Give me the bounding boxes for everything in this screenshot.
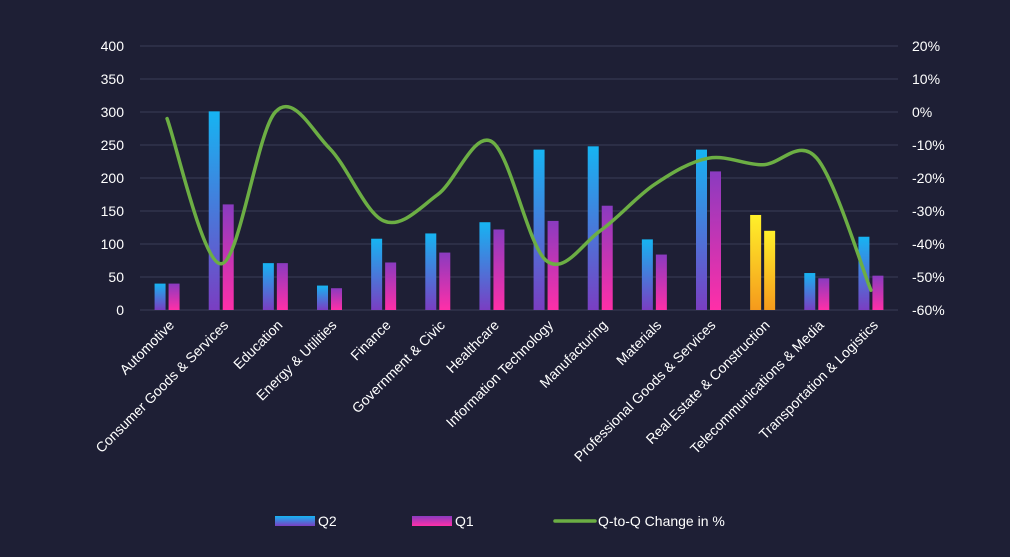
right-y-axis: -60% -50% -40% -30% -20% -10% 0% 10% 20%: [912, 38, 945, 318]
bar-q1: [331, 288, 342, 310]
category-label: Information Technology: [443, 317, 556, 430]
change-point: [490, 140, 494, 144]
right-tick-label: 0%: [912, 104, 932, 120]
change-point: [219, 262, 223, 266]
legend-label: Q1: [455, 513, 474, 529]
left-tick-label: 50: [108, 269, 124, 285]
bar-q1: [655, 254, 667, 310]
legend-label: Q-to-Q Change in %: [598, 513, 725, 529]
change-point: [273, 110, 277, 114]
left-tick-label: 0: [116, 302, 124, 318]
bar-q2: [425, 233, 437, 310]
change-point: [328, 146, 331, 150]
legend-label: Q2: [318, 513, 337, 529]
change-point: [598, 229, 602, 233]
right-tick-label: -60%: [912, 302, 945, 318]
right-tick-label: -10%: [912, 137, 945, 153]
bar-q2: [533, 149, 545, 310]
bar-q2: [641, 239, 653, 310]
legend-bar-swatch: [412, 516, 452, 526]
right-tick-label: -40%: [912, 236, 945, 252]
legend: Q2 Q1 Q-to-Q Change in %: [275, 513, 725, 529]
bar-q2: [804, 273, 816, 310]
left-tick-label: 150: [101, 203, 125, 219]
change-point: [652, 183, 656, 187]
bar-q2: [317, 285, 328, 310]
bar-q1: [818, 278, 830, 310]
category-label: Finance: [347, 317, 394, 364]
bar-q1: [439, 252, 451, 310]
bar-q1: [601, 205, 613, 310]
left-tick-label: 100: [101, 236, 125, 252]
category-label: Government & Civic: [349, 317, 448, 416]
bar-q1: [168, 283, 180, 310]
change-point: [544, 259, 548, 262]
right-tick-label: 20%: [912, 38, 940, 54]
change-point: [382, 219, 386, 223]
bar-q2: [479, 222, 491, 310]
bar-q2: [696, 149, 707, 310]
bar-q1: [385, 262, 397, 310]
change-line: [165, 104, 873, 292]
bar-q1: [493, 229, 505, 310]
right-tick-label: -50%: [912, 269, 945, 285]
bar-q2: [750, 214, 762, 310]
bar-q2: [587, 146, 599, 310]
legend-bar-swatch: [275, 516, 315, 526]
left-tick-label: 350: [101, 71, 125, 87]
bar-q1: [764, 230, 776, 310]
bar-q2: [371, 238, 383, 310]
change-point: [707, 156, 710, 160]
bar-q1: [872, 275, 884, 310]
bar-q2: [208, 111, 220, 310]
right-tick-label: 10%: [912, 71, 940, 87]
bar-q1: [710, 171, 721, 310]
category-label: Education: [230, 317, 285, 372]
right-tick-label: -30%: [912, 203, 945, 219]
bar-q2: [262, 263, 274, 310]
left-tick-label: 250: [101, 137, 125, 153]
left-tick-label: 400: [101, 38, 125, 54]
right-tick-label: -20%: [912, 170, 945, 186]
left-tick-label: 300: [101, 104, 125, 120]
change-point: [869, 288, 873, 292]
left-tick-label: 200: [101, 170, 125, 186]
bar-q2: [154, 283, 166, 310]
change-point: [761, 163, 765, 167]
change-point: [436, 193, 440, 196]
left-y-axis: 0 50 100 150 200 250 300 350 400: [101, 38, 125, 318]
bar-q1: [276, 263, 288, 310]
change-point: [815, 156, 819, 160]
category-label: Materials: [613, 317, 664, 368]
change-point: [165, 117, 169, 121]
